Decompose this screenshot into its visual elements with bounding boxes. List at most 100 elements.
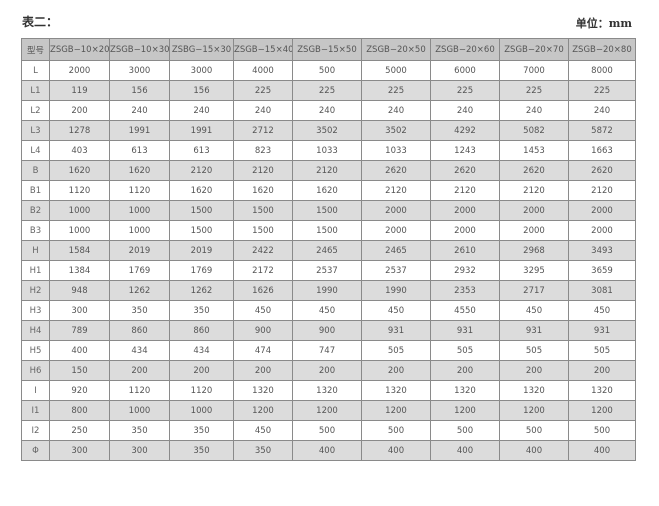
table-cell: 350: [169, 440, 234, 461]
table-cell: 200: [568, 360, 636, 381]
row-label: H: [21, 240, 50, 261]
table-cell: 3493: [568, 240, 636, 261]
table-cell: 860: [109, 320, 170, 341]
table-cell: 225: [233, 80, 293, 101]
table-cell: 434: [109, 340, 170, 361]
row-label: H2: [21, 280, 50, 301]
table-cell: 1500: [233, 220, 293, 241]
table-cell: 1243: [430, 140, 500, 161]
table-cell: 1626: [233, 280, 293, 301]
table-cell: 1320: [499, 380, 569, 401]
table-cell: 2620: [499, 160, 569, 181]
table-cell: 500: [430, 420, 500, 441]
table-cell: 200: [499, 360, 569, 381]
table-cell: 450: [233, 420, 293, 441]
table-cell: 1200: [430, 400, 500, 421]
table-cell: 2120: [233, 160, 293, 181]
table-cell: 400: [568, 440, 636, 461]
table-cell: 1453: [499, 140, 569, 161]
table-cell: 403: [49, 140, 110, 161]
table-cell: 1990: [292, 280, 362, 301]
table-cell: 240: [233, 100, 293, 121]
table-row: L 2000 3000 3000 4000 500 5000 6000 7000 8000: [21, 60, 636, 81]
row-label: L1: [21, 80, 50, 101]
row-label: L: [21, 60, 50, 81]
table-cell: 1620: [169, 180, 234, 201]
table-cell: 225: [361, 80, 431, 101]
table-cell: 2537: [292, 260, 362, 281]
table-cell: 1278: [49, 120, 110, 141]
table-row: H4 789 860 860 900 900 931 931 931 931: [21, 320, 636, 341]
header-cell: ZSGB−10×20: [49, 38, 110, 61]
table-cell: 350: [109, 420, 170, 441]
table-cell: 400: [499, 440, 569, 461]
row-label: L4: [21, 140, 50, 161]
table-cell: 2120: [430, 180, 500, 201]
row-label: H4: [21, 320, 50, 341]
table-cell: 931: [568, 320, 636, 341]
table-cell: 1033: [292, 140, 362, 161]
table-cell: 2932: [430, 260, 500, 281]
table-cell: 1620: [49, 160, 110, 181]
unit-label: 单位：mm: [575, 17, 632, 30]
header-cell: ZSGB−20×80: [568, 38, 636, 61]
table-cell: 200: [233, 360, 293, 381]
table-cell: 2537: [361, 260, 431, 281]
table-row: B3 1000 1000 1500 1500 1500 2000 2000 2000 2000: [21, 220, 636, 241]
table-row: H5 400 434 434 474 747 505 505 505 505: [21, 340, 636, 361]
table-cell: 300: [49, 300, 110, 321]
table-cell: 1000: [109, 400, 170, 421]
table-cell: 350: [233, 440, 293, 461]
table-cell: 240: [109, 100, 170, 121]
table-cell: 1620: [233, 180, 293, 201]
row-label: I1: [21, 400, 50, 421]
table-cell: 200: [292, 360, 362, 381]
table-cell: 3000: [109, 60, 170, 81]
table-cell: 1769: [169, 260, 234, 281]
table-cell: 505: [361, 340, 431, 361]
table-cell: 450: [568, 300, 636, 321]
table-cell: 225: [568, 80, 636, 101]
table-cell: 1033: [361, 140, 431, 161]
table-cell: 2000: [430, 200, 500, 221]
table-cell: 2120: [361, 180, 431, 201]
table-cell: 500: [292, 60, 362, 81]
table-row: H3 300 350 350 450 450 450 4550 450 450: [21, 300, 636, 321]
table-cell: 931: [430, 320, 500, 341]
row-label: B1: [21, 180, 50, 201]
table-cell: 300: [109, 440, 170, 461]
table-cell: 505: [568, 340, 636, 361]
table-cell: 1500: [233, 200, 293, 221]
header-cell: ZSBG−15×30: [169, 38, 234, 61]
header-model: 型号: [21, 38, 50, 61]
header-cell: ZSGB−20×60: [430, 38, 500, 61]
table-cell: 450: [361, 300, 431, 321]
header-cell: ZSGB−15×40: [233, 38, 293, 61]
table-row: I 920 1120 1120 1320 1320 1320 1320 1320 1320: [21, 380, 636, 401]
table-cell: 2000: [568, 200, 636, 221]
spec-table: 型号 ZSGB−10×20 ZSGB−10×30 ZSBG−15×30 ZSGB−15×…: [21, 38, 636, 461]
table-cell: 1000: [169, 400, 234, 421]
table-cell: 800: [49, 400, 110, 421]
table-row: H 1584 2019 2019 2422 2465 2465 2610 2968 3493: [21, 240, 636, 261]
table-cell: 4550: [430, 300, 500, 321]
table-cell: 240: [430, 100, 500, 121]
table-cell: 2465: [292, 240, 362, 261]
table-cell: 500: [361, 420, 431, 441]
row-label: H6: [21, 360, 50, 381]
table-cell: 1200: [499, 400, 569, 421]
table-cell: 474: [233, 340, 293, 361]
row-label: H5: [21, 340, 50, 361]
table-cell: 2120: [568, 180, 636, 201]
table-cell: 1320: [568, 380, 636, 401]
table-cell: 2620: [430, 160, 500, 181]
table-cell: 900: [292, 320, 362, 341]
table-cell: 2353: [430, 280, 500, 301]
table-cell: 7000: [499, 60, 569, 81]
table-cell: 505: [430, 340, 500, 361]
table-cell: 920: [49, 380, 110, 401]
table-cell: 747: [292, 340, 362, 361]
table-cell: 1500: [292, 220, 362, 241]
table-cell: 2717: [499, 280, 569, 301]
table-row: I2 250 350 350 450 500 500 500 500 500: [21, 420, 636, 441]
